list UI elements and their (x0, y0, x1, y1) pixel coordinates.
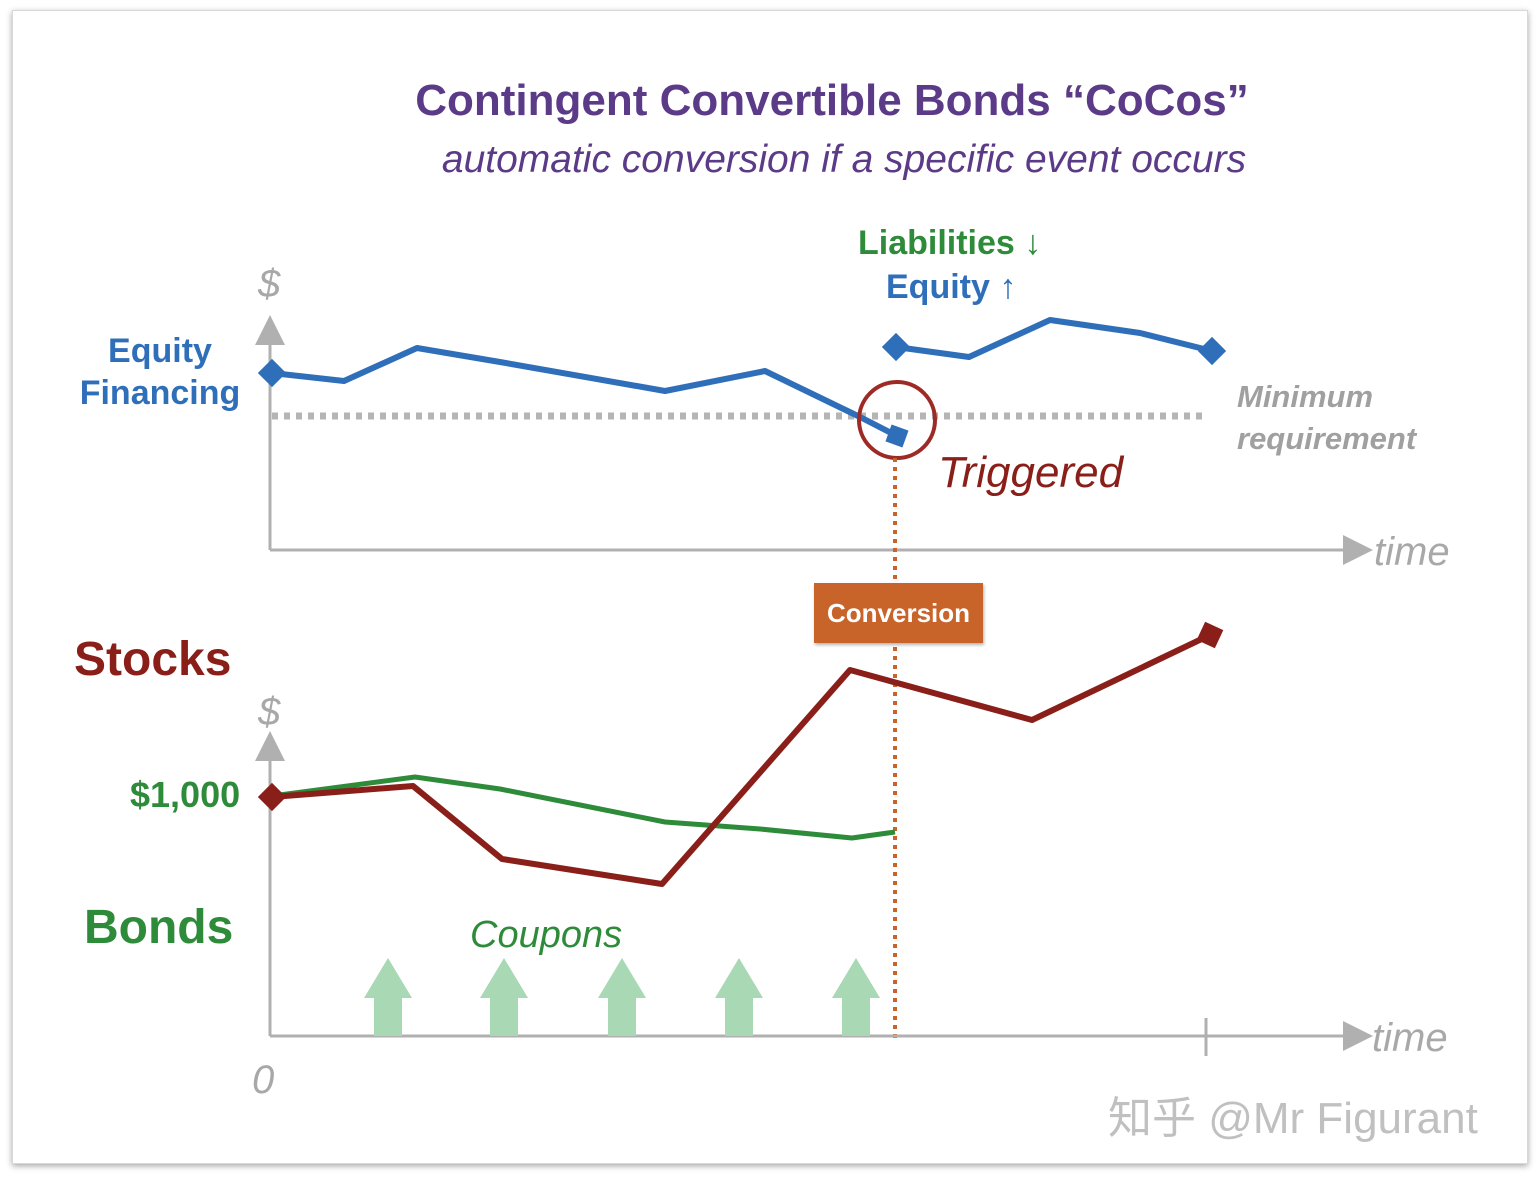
coupons-label: Coupons (470, 914, 623, 956)
minimum-requirement-label: Minimum requirement (1237, 376, 1416, 460)
coupon-arrow-1 (364, 958, 412, 1036)
page-title: Contingent Convertible Bonds “CoCos” (415, 76, 1249, 125)
minimum-requirement-line2: requirement (1237, 421, 1417, 456)
equity-up-label: Equity ↑ (886, 268, 1017, 306)
coupon-arrow-4 (715, 958, 763, 1036)
bottom-y-axis-label: $ (258, 690, 281, 734)
stocks-label: Stocks (74, 633, 232, 686)
bottom-x-axis-label: time (1372, 1016, 1448, 1060)
slide-card (12, 10, 1528, 1164)
top-x-axis-label: time (1374, 530, 1450, 574)
stocks-end-marker (1196, 621, 1224, 649)
coupon-arrow-5 (832, 958, 880, 1036)
equity-line-before (271, 345, 899, 439)
page-subtitle: automatic conversion if a specific event… (441, 138, 1247, 181)
bonds-line (271, 774, 896, 841)
coupon-arrows (364, 958, 880, 1036)
equity-financing-line1: Equity (108, 332, 212, 370)
equity-financing-line2: Financing (79, 374, 241, 412)
liabilities-down-label: Liabilities ↓ (858, 224, 1042, 262)
triggered-label: Triggered (938, 448, 1124, 497)
coupon-arrow-3 (598, 958, 646, 1036)
equity-trigger-marker (885, 424, 909, 448)
stocks-start-marker (257, 782, 287, 812)
equity-start-marker (257, 358, 287, 388)
conversion-box: Conversion (814, 583, 983, 643)
bonds-label: Bonds (84, 901, 234, 954)
watermark: 知乎 @Mr Figurant (1108, 1094, 1478, 1143)
top-y-axis-label: $ (258, 262, 281, 306)
par-value-label: $1,000 (130, 774, 241, 815)
stocks-line (271, 632, 1212, 887)
equity-financing-label: Equity Financing (70, 330, 250, 414)
equity-end-marker (1197, 336, 1227, 366)
coupon-arrow-2 (480, 958, 528, 1036)
equity-after-start-marker (881, 332, 911, 362)
equity-line-after (895, 317, 1213, 360)
origin-label: 0 (252, 1058, 275, 1102)
minimum-requirement-line1: Minimum (1237, 379, 1374, 414)
